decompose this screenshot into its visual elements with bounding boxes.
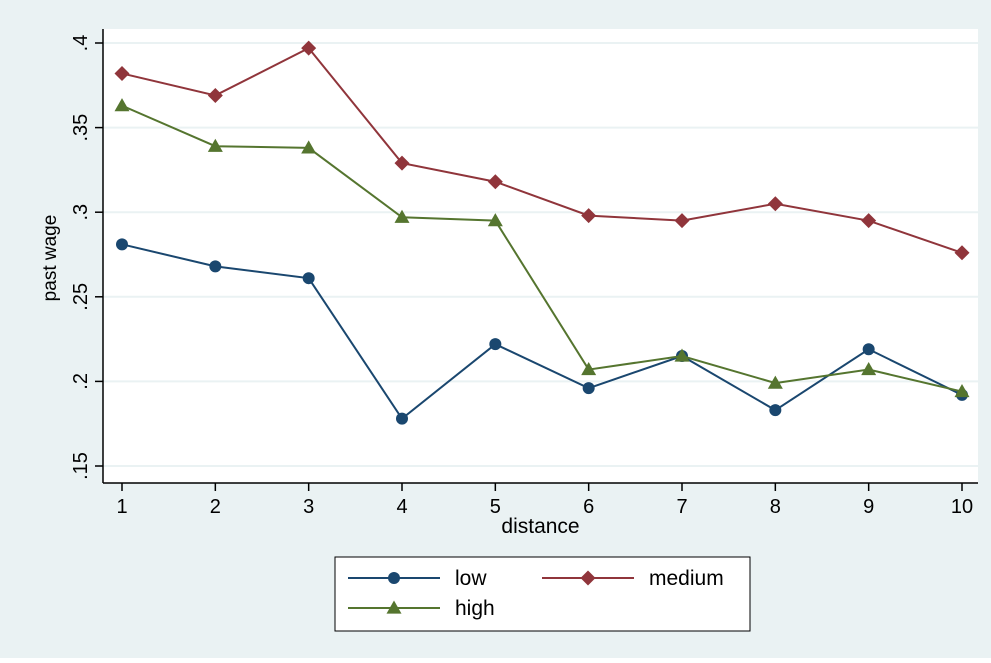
legend-label-low: low	[455, 567, 487, 590]
x-tick-label: 5	[490, 496, 501, 518]
data-point-low	[489, 338, 502, 351]
y-tick-label: .4	[70, 35, 92, 52]
series-line-medium	[121, 46, 963, 254]
data-point-medium	[487, 174, 503, 190]
data-point-medium	[394, 155, 410, 171]
legend-marker-high	[386, 600, 402, 614]
data-point-medium	[674, 213, 690, 229]
x-tick-label: 4	[396, 496, 407, 518]
data-point-low	[116, 238, 128, 251]
data-point-medium	[861, 213, 877, 229]
data-point-high	[954, 384, 970, 398]
series-line-low	[121, 243, 963, 421]
y-tick-label: .35	[70, 114, 92, 142]
data-point-low	[396, 412, 408, 425]
x-tick-label: 6	[583, 496, 594, 518]
series-high	[114, 98, 970, 398]
legend-box	[334, 556, 751, 632]
data-point-medium	[581, 208, 597, 224]
legend-label-high: high	[455, 597, 495, 620]
legend-marker-low	[388, 572, 400, 584]
grid-lines	[103, 42, 978, 467]
legend: low medium high	[334, 556, 751, 632]
series-medium	[114, 40, 970, 261]
data-point-low	[769, 404, 782, 417]
x-tick-label: 8	[770, 496, 781, 518]
data-point-high	[487, 213, 503, 227]
series-line-high	[121, 104, 963, 393]
data-point-high	[394, 209, 410, 223]
y-tick-label: .15	[70, 452, 92, 480]
data-point-high	[114, 98, 130, 112]
series-low	[116, 238, 968, 425]
x-tick-label: 3	[303, 496, 314, 518]
plot-area	[103, 29, 978, 483]
data-point-medium	[207, 87, 223, 103]
data-point-high	[207, 138, 223, 152]
legend-marker-medium	[580, 570, 596, 586]
y-tick-label: .25	[70, 283, 92, 311]
data-point-high	[861, 362, 877, 376]
legend-label-medium: medium	[649, 567, 724, 590]
data-point-medium	[767, 196, 783, 212]
data-point-high	[674, 348, 690, 362]
axes: .15 .2 .25 .3 .35 .4 1 2 3 4 5 6 7 8 9 10	[70, 29, 978, 518]
data-point-high	[767, 375, 783, 389]
y-tick-label: .2	[70, 373, 92, 390]
data-point-low	[302, 272, 315, 285]
y-axis-label: past wage	[40, 215, 61, 302]
data-point-medium	[114, 65, 130, 81]
data-point-low	[209, 260, 222, 273]
x-tick-label: 9	[863, 496, 874, 518]
data-point-medium	[301, 40, 317, 56]
x-axis-label: distance	[501, 515, 579, 538]
data-point-high	[581, 362, 597, 376]
data-point-low	[862, 343, 875, 356]
data-point-low	[582, 382, 595, 395]
x-tick-label: 2	[210, 496, 221, 518]
y-tick-label: .3	[70, 204, 92, 221]
x-tick-label: 7	[676, 496, 687, 518]
data-point-medium	[954, 245, 970, 261]
x-tick-label: 10	[951, 496, 973, 518]
data-point-high	[301, 140, 317, 154]
x-tick-label: 1	[116, 496, 127, 518]
series-layer	[114, 40, 970, 425]
